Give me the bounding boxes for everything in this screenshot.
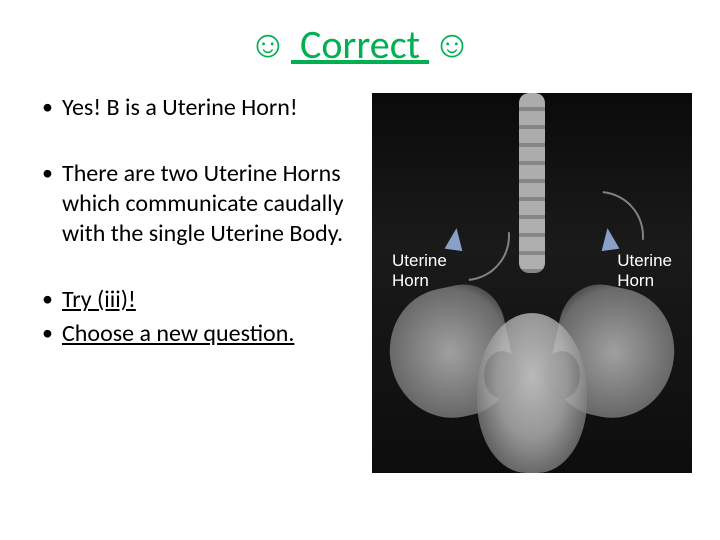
xray-image: UterineHorn UterineHorn [372,93,692,473]
spine-shape [519,93,545,273]
bullet-link-new[interactable]: Choose a new question. [40,319,360,349]
slide-title-row: ☺ Correct ☺ [0,0,720,93]
text-column: Yes! B is a Uterine Horn! There are two … [40,93,360,473]
bullet-answer: Yes! B is a Uterine Horn! [40,93,360,123]
arrow-right-icon [599,227,620,251]
slide-title: Correct [291,20,429,69]
smiley-icon: ☺ [249,22,288,68]
image-column: UterineHorn UterineHorn [372,93,692,473]
bullet-link-try[interactable]: Try (iii)! [40,285,360,315]
arrow-left-icon [445,227,466,251]
label-uterine-horn-left: UterineHorn [392,251,447,290]
content-row: Yes! B is a Uterine Horn! There are two … [0,93,720,473]
uterine-body-shape [477,313,587,473]
new-question-link[interactable]: Choose a new question. [62,319,294,348]
try-next-link[interactable]: Try (iii)! [62,285,136,314]
label-uterine-horn-right: UterineHorn [617,251,672,290]
bullet-explanation: There are two Uterine Horns which commun… [40,159,360,249]
smiley-icon: ☺ [433,22,472,68]
